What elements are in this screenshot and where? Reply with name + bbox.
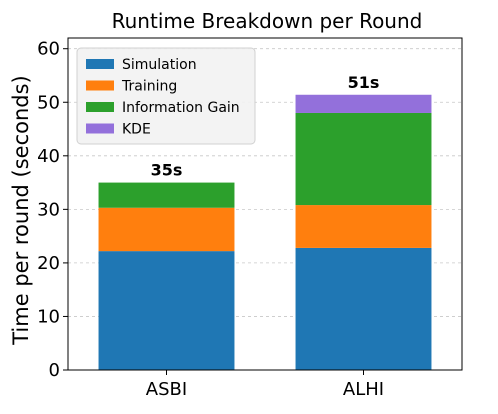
bar-segment-training-asbi (98, 207, 235, 252)
y-axis-title: Time per round (seconds) (9, 75, 33, 346)
legend-swatch-information-gain (86, 102, 114, 112)
legend-swatch-kde (86, 123, 114, 134)
y-tick-label: 10 (37, 306, 60, 327)
y-tick-label: 60 (37, 39, 60, 60)
legend-label-simulation: Simulation (122, 57, 197, 73)
y-axis-ticks: 0 10 20 30 40 50 60 (37, 39, 68, 381)
total-label-asbi: 35s (151, 161, 183, 180)
y-tick-label: 40 (37, 146, 60, 167)
legend-swatch-training (86, 80, 114, 91)
legend-label-training: Training (121, 79, 177, 95)
bar-segment-kde-alhi (295, 94, 432, 113)
x-tick-label-alhi: ALHI (343, 379, 384, 400)
legend-swatch-simulation (86, 59, 114, 69)
bar-segment-training-alhi (295, 205, 432, 248)
bar-segment-information-gain-alhi (295, 112, 432, 206)
bar-segment-information-gain-asbi (98, 182, 235, 208)
bar-segment-simulation-asbi (98, 251, 235, 370)
total-label-alhi: 51s (348, 73, 380, 92)
total-labels: 35s 51s (151, 73, 380, 180)
legend-box (76, 47, 256, 145)
chart-title: Runtime Breakdown per Round (112, 9, 423, 33)
y-tick-label: 30 (37, 199, 60, 220)
y-tick-label: 50 (37, 92, 60, 113)
x-tick-label-asbi: ASBI (146, 379, 187, 400)
x-axis-ticks: ASBI ALHI (146, 370, 384, 400)
legend-label-kde: KDE (122, 122, 151, 138)
bars (98, 94, 432, 370)
bar-segment-simulation-alhi (295, 247, 432, 370)
y-tick-label: 20 (37, 253, 60, 274)
legend: Simulation Training Information Gain KDE (76, 47, 256, 145)
plot-frame (67, 37, 463, 371)
y-tick-label: 0 (49, 360, 60, 381)
legend-label-information-gain: Information Gain (122, 100, 240, 116)
